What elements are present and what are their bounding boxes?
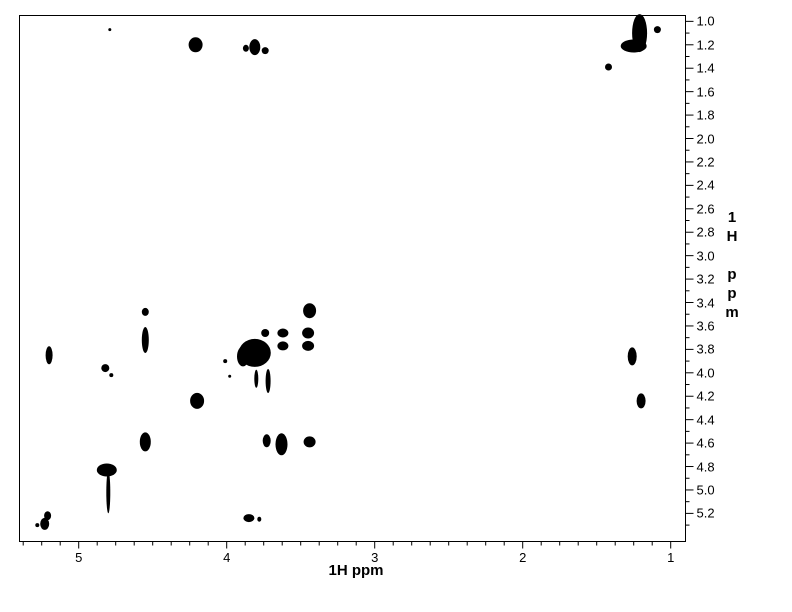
contour-peak — [101, 364, 110, 373]
contour-peak — [237, 346, 249, 367]
contour-peak — [45, 346, 53, 365]
contour-peak — [190, 392, 205, 409]
contour-peak — [228, 374, 232, 378]
contour-peak — [108, 28, 112, 32]
contour-peak — [243, 514, 255, 523]
contour-peak — [275, 433, 288, 456]
contour-peak — [627, 347, 637, 366]
x-tick-label: 3 — [371, 549, 379, 565]
y-tick-label: 2.6 — [696, 201, 715, 217]
y-tick-label: 3.2 — [696, 271, 715, 287]
axis-ticks — [22, 20, 694, 549]
contour-peak — [302, 340, 315, 351]
y-tick-label: 4.2 — [696, 388, 715, 404]
y-tick-label: 4.8 — [696, 459, 715, 475]
contour-peak — [277, 341, 289, 351]
x-tick-label: 5 — [75, 549, 83, 565]
y-tick-label: 4.0 — [696, 365, 715, 381]
y-tick-label: 4.6 — [696, 435, 715, 451]
y-tick-label: 2.4 — [696, 177, 715, 193]
contour-peak — [40, 517, 50, 530]
y-tick-label: 1.2 — [696, 37, 715, 53]
contour-peak — [620, 39, 647, 53]
contour-peak — [106, 471, 111, 514]
y-axis-title-char: p — [727, 285, 737, 302]
y-tick-label: 1.8 — [696, 107, 715, 123]
contour-peak — [188, 37, 203, 53]
x-tick-label: 2 — [519, 549, 527, 565]
contour-peak — [109, 373, 114, 378]
y-tick-label: 3.4 — [696, 295, 715, 310]
y-tick-label: 2.0 — [696, 131, 715, 146]
contour-peak — [265, 369, 271, 393]
y-tick-label: 3.6 — [696, 318, 715, 334]
y-tick-label: 5.0 — [696, 482, 715, 498]
contour-peak — [141, 327, 149, 353]
contour-peak — [303, 303, 317, 319]
y-axis-title-char: m — [725, 304, 739, 321]
y-tick-label: 1.6 — [696, 84, 715, 100]
contour-peak — [277, 328, 289, 338]
contour-peak — [261, 47, 269, 55]
contour-peak — [653, 26, 661, 34]
contour-peak — [242, 44, 249, 52]
y-axis-title-char — [722, 246, 742, 265]
contour-peak — [262, 434, 271, 448]
contour-peak — [636, 393, 646, 409]
plot-frame — [19, 15, 686, 542]
x-tick-label: 4 — [223, 549, 231, 565]
contour-peak — [35, 523, 40, 528]
contour-peak — [139, 432, 151, 452]
contour-peak — [254, 369, 259, 388]
contour-peak — [605, 63, 612, 71]
x-tick-label: 1 — [667, 549, 675, 565]
contour-peak — [303, 436, 316, 448]
y-axis-title-char: H — [726, 228, 738, 245]
contour-peak — [223, 359, 228, 364]
contour-peak — [96, 463, 117, 477]
y-tick-label: 4.4 — [696, 412, 715, 428]
contour-peak — [249, 39, 261, 56]
contour-peak — [141, 307, 149, 316]
y-axis-title-char: p — [727, 266, 737, 283]
y-tick-label: 3.8 — [696, 341, 715, 357]
y-tick-label: 2.8 — [696, 224, 715, 240]
x-axis-title: 1H ppm — [328, 562, 384, 579]
contour-peak — [44, 511, 52, 521]
y-axis-title-char: 1 — [727, 209, 737, 226]
contour-peak — [257, 516, 262, 522]
y-tick-label: 5.2 — [696, 505, 715, 521]
contour-peaks — [35, 14, 661, 530]
contour-peak — [302, 327, 315, 339]
contour-peak — [261, 329, 270, 337]
y-tick-label: 1.0 — [696, 13, 715, 29]
y-tick-label: 1.4 — [696, 60, 715, 76]
y-tick-label: 2.2 — [696, 154, 715, 170]
y-tick-label: 3.0 — [696, 248, 715, 264]
